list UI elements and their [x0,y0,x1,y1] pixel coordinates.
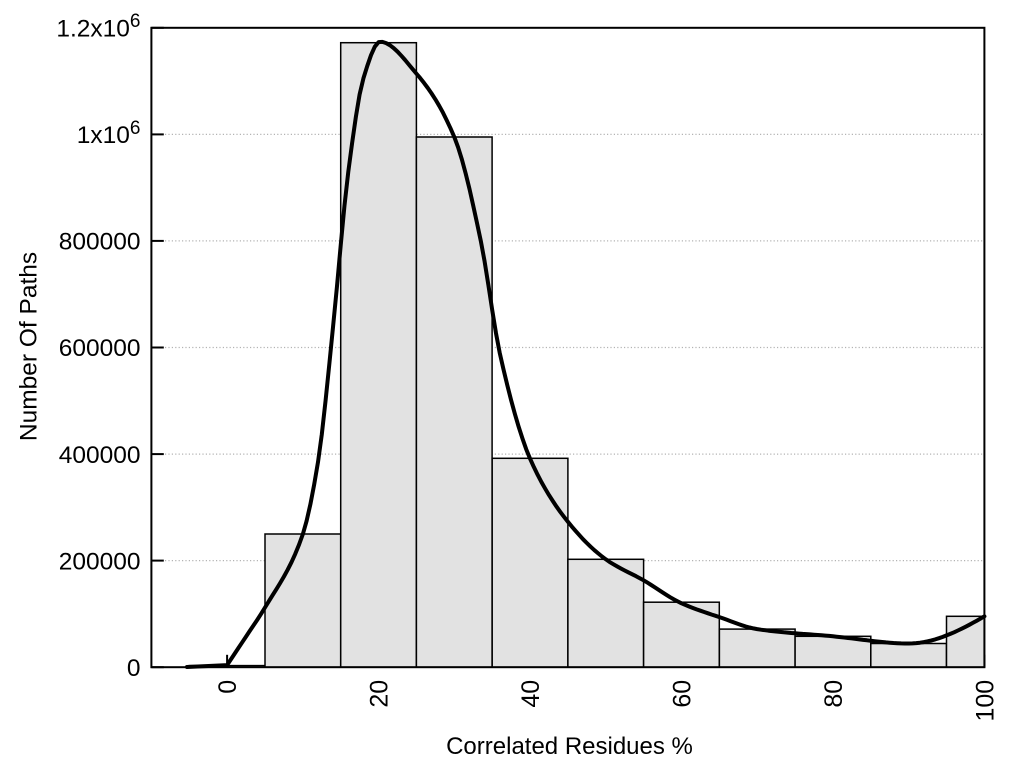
svg-text:100: 100 [971,680,999,722]
svg-text:0: 0 [214,680,242,694]
svg-text:600000: 600000 [59,335,141,362]
svg-text:40: 40 [517,680,545,708]
svg-text:200000: 200000 [59,548,141,575]
svg-text:0: 0 [127,655,141,682]
svg-text:Number Of Paths: Number Of Paths [16,252,43,441]
svg-text:400000: 400000 [59,442,141,469]
svg-text:20: 20 [366,680,394,708]
svg-text:1x106: 1x106 [77,118,141,149]
svg-text:1.2x106: 1.2x106 [56,11,140,42]
svg-text:60: 60 [669,680,697,708]
svg-text:Correlated Residues %: Correlated Residues % [446,733,693,760]
svg-text:800000: 800000 [59,229,141,256]
svg-text:80: 80 [820,680,848,708]
